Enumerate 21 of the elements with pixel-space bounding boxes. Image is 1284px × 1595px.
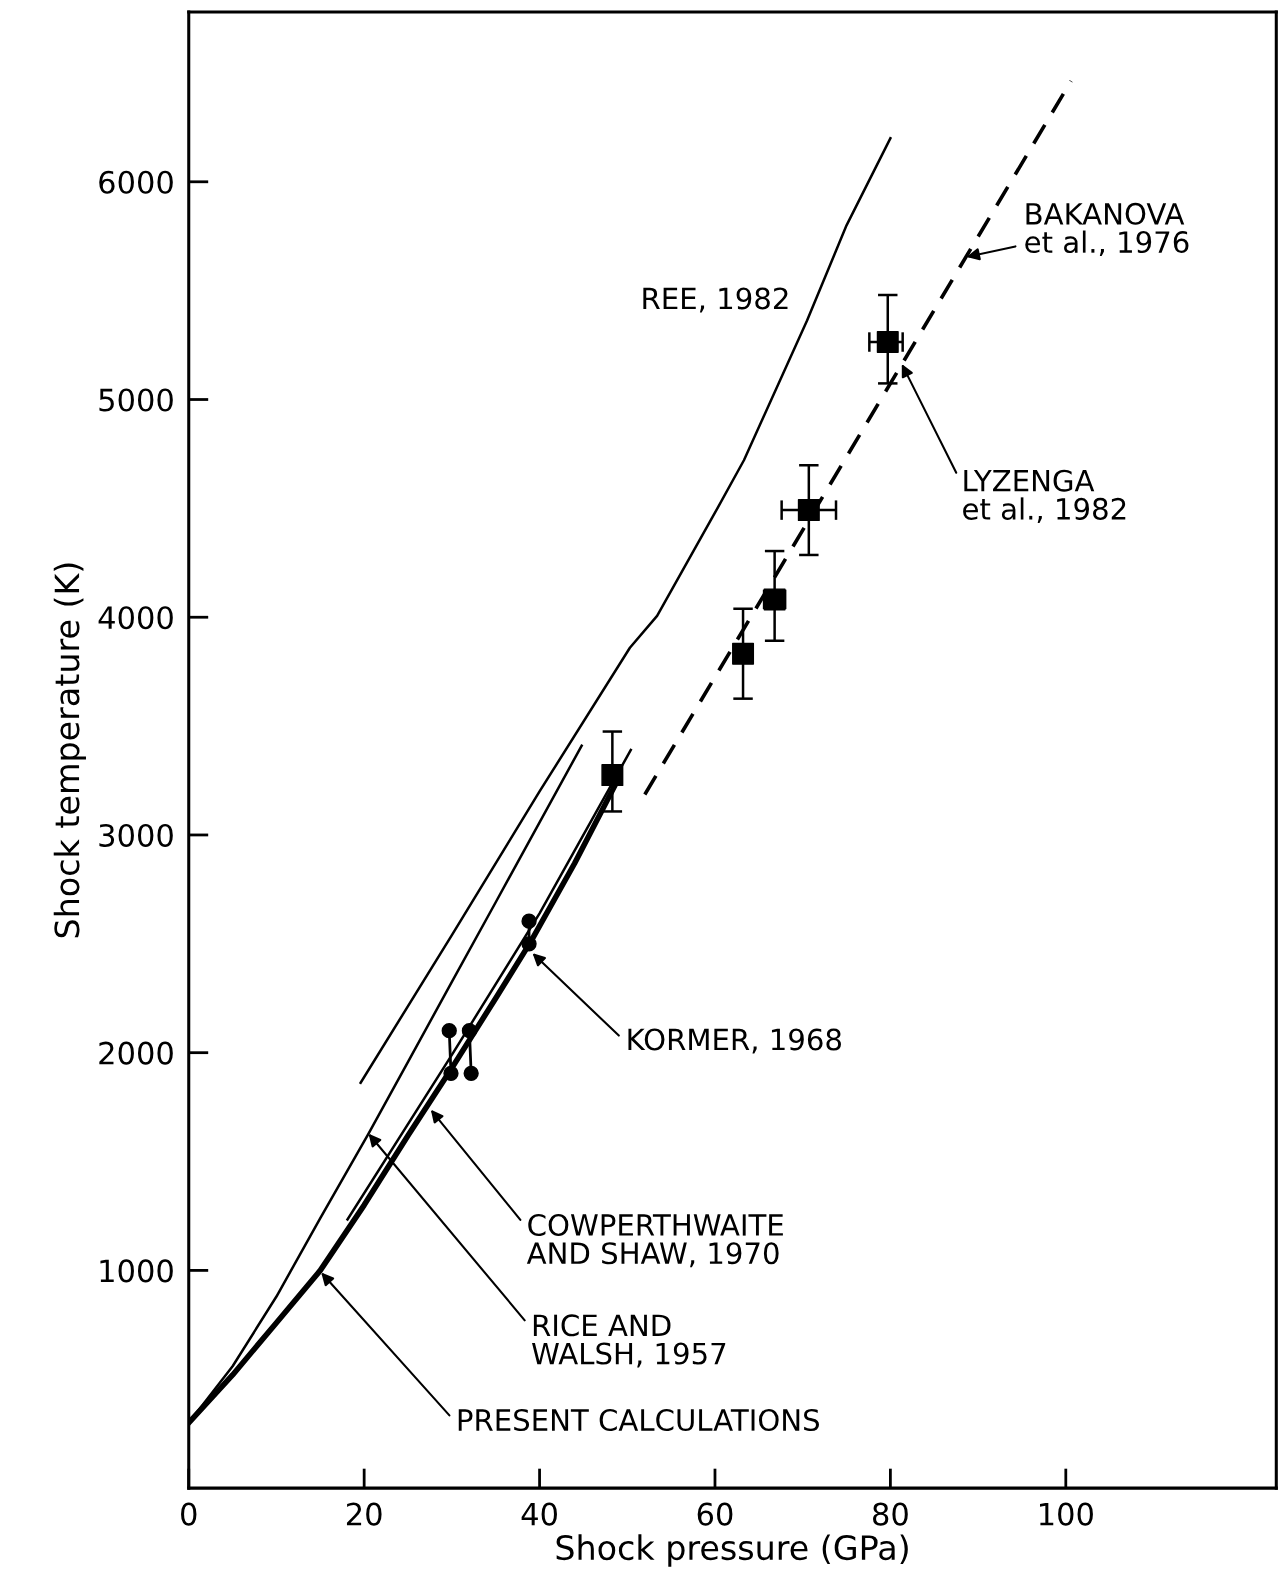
annotation: COWPERTHWAITE AND SHAW, 1970: [526, 1213, 783, 1268]
annotation: LYZENGA et al., 1982: [963, 469, 1126, 523]
annotation: PRESENT CALCULATIONS: [458, 1408, 819, 1432]
y-tick-label: 5000: [99, 388, 173, 412]
y-axis-title: Shock temperature (K): [53, 563, 86, 938]
y-tick-label: 4000: [98, 606, 173, 630]
annotation: RICE AND WALSH, 1957: [532, 1314, 726, 1368]
y-tick-label: 6000: [99, 170, 173, 194]
y-tick-label: 1000: [100, 1259, 173, 1283]
x-axis-title: Shock pressure (GPa): [556, 1534, 908, 1567]
x-tick-label: 100: [1040, 1502, 1093, 1526]
x-tick-label: 20: [346, 1502, 382, 1526]
x-tick-label: 40: [521, 1502, 557, 1526]
x-tick-label: 80: [873, 1502, 908, 1526]
y-tick-label: 3000: [99, 823, 173, 847]
annotation: KORMER, 1968: [628, 1028, 841, 1054]
x-tick-label: 0: [181, 1502, 197, 1526]
annotation: BAKANOVA et al., 1976: [1025, 202, 1189, 257]
annotation: REE, 1982: [643, 287, 788, 313]
x-tick-label: 60: [697, 1502, 733, 1526]
y-tick-label: 2000: [99, 1041, 173, 1065]
